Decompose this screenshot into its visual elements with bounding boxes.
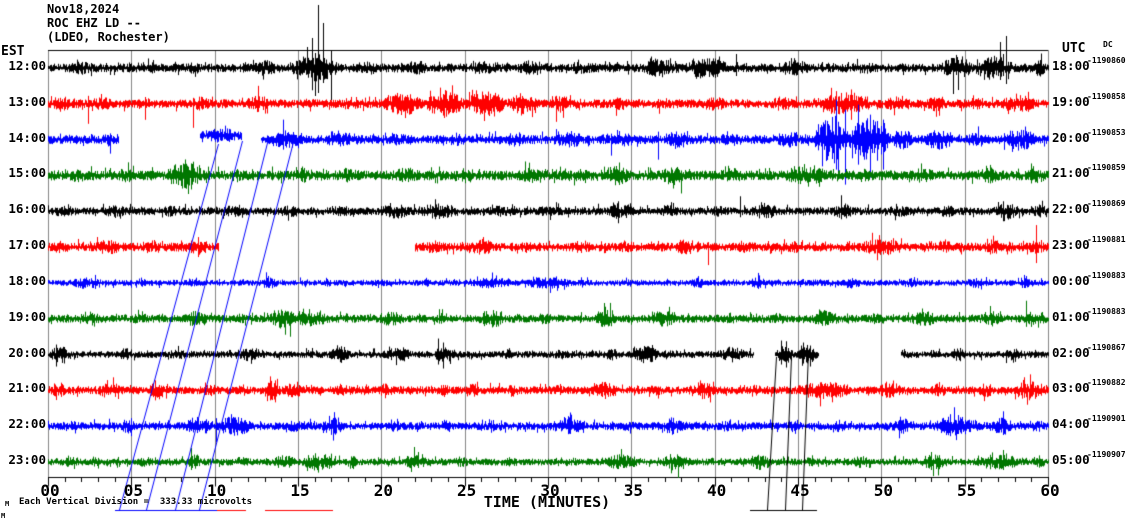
utc-time-label: 18:00 bbox=[1052, 58, 1090, 73]
dc-offset-value: -1190901 bbox=[1087, 414, 1126, 423]
x-tick-label: 60 bbox=[1040, 481, 1060, 500]
header-location: (LDEO, Rochester) bbox=[47, 30, 170, 44]
utc-time-label: 19:00 bbox=[1052, 94, 1090, 109]
utc-time-label: 01:00 bbox=[1052, 309, 1090, 324]
x-tick-label: 05 bbox=[123, 481, 143, 500]
watermark-glyph: M bbox=[5, 500, 10, 508]
x-tick-label: 45 bbox=[790, 481, 810, 500]
x-tick-label: 00 bbox=[40, 481, 60, 500]
right-axis-title: UTC bbox=[1062, 41, 1086, 56]
est-time-label: 16:00 bbox=[8, 201, 46, 216]
utc-time-label: 22:00 bbox=[1052, 201, 1090, 216]
est-time-label: 22:00 bbox=[8, 416, 46, 431]
est-time-label: 17:00 bbox=[8, 237, 46, 252]
est-time-label: 21:00 bbox=[8, 380, 46, 395]
utc-time-label: 23:00 bbox=[1052, 237, 1090, 252]
est-time-label: 18:00 bbox=[8, 273, 46, 288]
x-tick-label: 15 bbox=[290, 481, 310, 500]
x-tick-label: 20 bbox=[373, 481, 393, 500]
utc-time-label: 03:00 bbox=[1052, 380, 1090, 395]
est-time-label: 15:00 bbox=[8, 165, 46, 180]
dc-offset-value: -1190858 bbox=[1087, 92, 1126, 101]
watermark-glyph: M bbox=[1, 512, 6, 519]
x-tick-label: 30 bbox=[540, 481, 560, 500]
dc-offset-value: -1190869 bbox=[1087, 199, 1126, 208]
dc-offset-value: -1190907 bbox=[1087, 450, 1126, 459]
est-time-label: 13:00 bbox=[8, 94, 46, 109]
est-time-label: 19:00 bbox=[8, 309, 46, 324]
header-station: ROC EHZ LD -- bbox=[47, 16, 141, 30]
dc-offset-value: -1190867 bbox=[1087, 343, 1126, 352]
dc-offset-value: -1190860 bbox=[1087, 56, 1126, 65]
scale-note: Each Vertical Division = 333.33 microvol… bbox=[19, 497, 252, 507]
dc-offset-value: -1190883 bbox=[1087, 271, 1126, 280]
x-tick-label: 10 bbox=[207, 481, 227, 500]
x-tick-label: 40 bbox=[707, 481, 727, 500]
utc-time-label: 04:00 bbox=[1052, 416, 1090, 431]
utc-time-label: 20:00 bbox=[1052, 130, 1090, 145]
utc-time-label: 21:00 bbox=[1052, 165, 1090, 180]
utc-time-label: 05:00 bbox=[1052, 452, 1090, 467]
est-time-label: 20:00 bbox=[8, 345, 46, 360]
dc-offset-value: -1190853 bbox=[1087, 128, 1126, 137]
x-tick-label: 50 bbox=[873, 481, 893, 500]
utc-time-label: 00:00 bbox=[1052, 273, 1090, 288]
x-tick-label: 55 bbox=[957, 481, 977, 500]
dc-offset-value: -1190883 bbox=[1087, 307, 1126, 316]
est-time-label: 12:00 bbox=[8, 58, 46, 73]
est-time-label: 14:00 bbox=[8, 130, 46, 145]
est-time-label: 23:00 bbox=[8, 452, 46, 467]
header-date: Nov18,2024 bbox=[47, 2, 120, 16]
x-axis-title: TIME (MINUTES) bbox=[483, 493, 611, 511]
dc-offset-value: -1190881 bbox=[1087, 235, 1126, 244]
x-tick-label: 35 bbox=[623, 481, 643, 500]
left-axis-title: EST bbox=[1, 44, 25, 59]
x-tick-label: 25 bbox=[457, 481, 477, 500]
dc-offset-value: -1190859 bbox=[1087, 163, 1126, 172]
dc-offset-value: -1190882 bbox=[1087, 378, 1126, 387]
dc-axis-title: DC bbox=[1103, 40, 1113, 49]
utc-time-label: 02:00 bbox=[1052, 345, 1090, 360]
